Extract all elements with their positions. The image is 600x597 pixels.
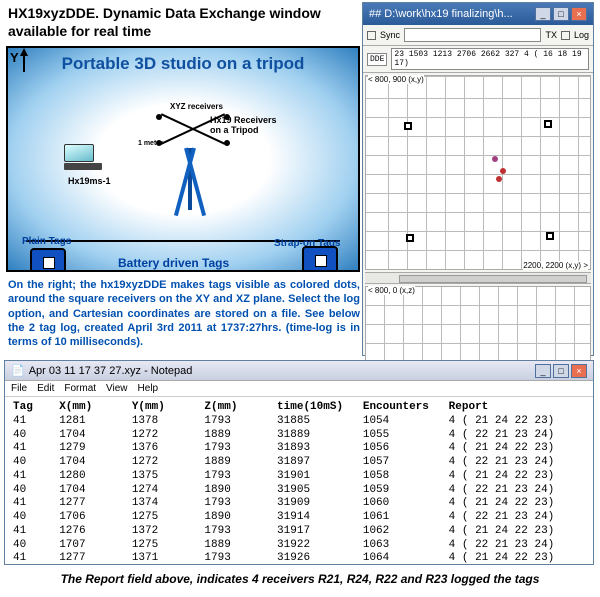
plain-tag-icon — [30, 248, 66, 272]
tag-marker — [492, 156, 498, 162]
studio-diagram: Y Portable 3D studio on a tripod XYZ rec… — [6, 46, 360, 272]
strap-tag-icon — [302, 246, 338, 272]
receiver-marker — [406, 234, 414, 242]
menu-file[interactable]: File — [11, 383, 27, 394]
footer-text: The Report field above, indicates 4 rece… — [0, 572, 600, 586]
plain-tags-label: Plain Tags — [22, 236, 71, 247]
notepad-menu[interactable]: File Edit Format View Help — [5, 381, 593, 397]
tag-marker — [496, 176, 502, 182]
sync-checkbox[interactable] — [367, 31, 376, 40]
dde-label: DDE — [367, 53, 387, 66]
xy-plot[interactable]: < 800, 900 (x,y) 2200, 2200 (x,y) > — [365, 75, 591, 270]
dde-title-text: ## D:\work\hx19 finalizing\h... — [369, 8, 513, 20]
notepad-title-text: Apr 03 11 17 37 27.xyz - Notepad — [29, 365, 193, 377]
log-label: Log — [574, 30, 589, 40]
notepad-titlebar[interactable]: 📄 Apr 03 11 17 37 27.xyz - Notepad _ □ × — [5, 361, 593, 381]
menu-view[interactable]: View — [106, 383, 128, 394]
sync-label: Sync — [380, 30, 400, 40]
dde-titlebar[interactable]: ## D:\work\hx19 finalizing\h... _ □ × — [363, 3, 593, 25]
receiver-marker — [546, 232, 554, 240]
notepad-window: 📄Apr 03 11 17 37 27.xyz - Notepad _ □ × … — [4, 360, 594, 565]
np-close-button[interactable]: × — [571, 364, 587, 378]
xyz-receivers-label: XYZ receivers — [170, 102, 223, 111]
sync-input[interactable] — [404, 28, 541, 42]
menu-help[interactable]: Help — [138, 383, 159, 394]
battery-tags-label: Battery driven Tags — [118, 256, 229, 270]
tx-label: TX — [545, 30, 557, 40]
plot-splitter[interactable] — [365, 272, 591, 284]
receiver-marker — [544, 120, 552, 128]
notepad-content[interactable]: Tag X(mm) Y(mm) Z(mm) time(10mS) Encount… — [5, 397, 593, 570]
hx19ms-label: Hx19ms-1 — [68, 176, 111, 186]
menu-format[interactable]: Format — [64, 383, 96, 394]
xz-plot-min-label: < 800, 0 (x,z) — [368, 286, 415, 295]
notepad-icon: 📄 — [11, 365, 25, 377]
maximize-button[interactable]: □ — [553, 7, 569, 21]
np-minimize-button[interactable]: _ — [535, 364, 551, 378]
log-checkbox[interactable] — [561, 31, 570, 40]
minimize-button[interactable]: _ — [535, 7, 551, 21]
receivers-label: Hx19 Receivers on a Tripod — [210, 116, 282, 136]
xy-plot-max-label: 2200, 2200 (x,y) > — [523, 261, 588, 270]
dde-value: 23 1503 1213 2706 2662 327 4 ( 16 18 19 … — [391, 48, 589, 70]
np-maximize-button[interactable]: □ — [553, 364, 569, 378]
xy-plot-min-label: < 800, 900 (x,y) — [368, 75, 424, 84]
dde-window: ## D:\work\hx19 finalizing\h... _ □ × Sy… — [362, 2, 594, 356]
meter-label: 1 meter — [138, 140, 163, 147]
studio-title: Portable 3D studio on a tripod — [8, 54, 358, 74]
laptop-icon — [64, 144, 108, 172]
description-text: On the right; the hx19xyzDDE makes tags … — [8, 278, 360, 349]
tag-marker — [500, 168, 506, 174]
close-button[interactable]: × — [571, 7, 587, 21]
header-text: HX19xyzDDE. Dynamic Data Exchange window… — [8, 4, 348, 40]
receiver-marker — [404, 122, 412, 130]
menu-edit[interactable]: Edit — [37, 383, 54, 394]
